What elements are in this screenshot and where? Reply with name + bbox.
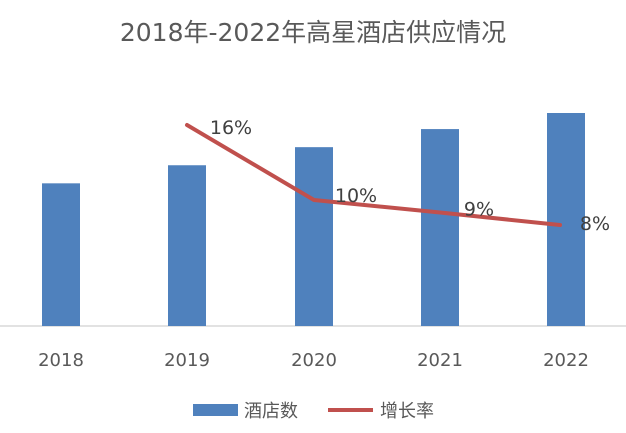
x-tick-label: 2021 (417, 350, 463, 371)
growth-label-2019: 16% (210, 117, 252, 139)
growth-rate-line (185, 123, 562, 227)
bar-2020 (295, 147, 333, 326)
legend-bar-swatch (193, 404, 238, 416)
bar-2022 (547, 113, 585, 326)
x-tick-label: 2019 (164, 350, 210, 371)
x-tick-label: 2018 (38, 350, 84, 371)
legend: 酒店数 增长率 (193, 401, 434, 422)
bar-2018 (42, 183, 80, 326)
line-layer: 16% 10% 9% 8% (185, 117, 610, 235)
bar-2021 (421, 129, 459, 326)
growth-label-2022: 8% (580, 213, 610, 235)
bars-layer (42, 113, 585, 326)
legend-line-label: 增长率 (380, 401, 434, 422)
x-tick-label: 2020 (291, 350, 337, 371)
legend-bar-label: 酒店数 (244, 401, 298, 422)
bar-2019 (168, 165, 206, 326)
x-tick-label: 2022 (543, 350, 589, 371)
growth-label-2021: 9% (464, 199, 494, 221)
x-tick-labels: 2018 2019 2020 2021 2022 (38, 350, 589, 371)
growth-label-2020: 10% (335, 185, 377, 207)
chart-title: 2018年-2022年高星酒店供应情况 (120, 18, 506, 47)
